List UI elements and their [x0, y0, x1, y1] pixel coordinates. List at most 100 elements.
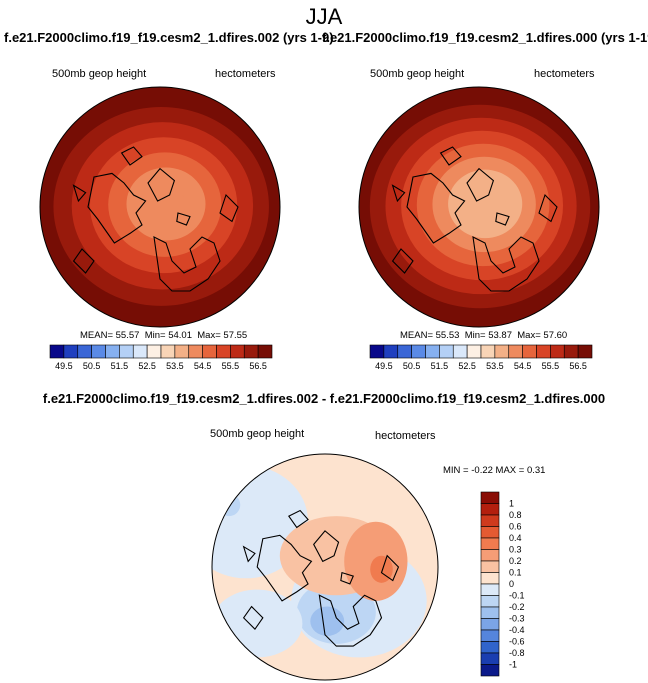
diff-coastline-7	[242, 545, 256, 563]
left-map-border	[39, 86, 281, 328]
left-colorbar-swatch-12	[216, 344, 231, 359]
right-colorbar-tick-label-1: 50.5	[403, 361, 421, 371]
right-coastline-1	[466, 167, 495, 202]
diff-colorbar-swatch-15	[480, 664, 500, 677]
right-colorbar-tick-label-3: 52.5	[458, 361, 476, 371]
diff-colorbar-tick-label-6: 0.1	[509, 568, 522, 578]
left-colorbar-tick-label-3: 52.5	[138, 361, 156, 371]
right-colorbar-swatch-12	[536, 344, 551, 359]
left-units-label: hectometers	[215, 68, 276, 80]
left-colorbar-swatch-2	[77, 344, 92, 359]
right-colorbar-swatch-3	[411, 344, 426, 359]
diff-stats: MIN = -0.22 MAX = 0.31	[443, 465, 545, 476]
left-colorbar-swatch-5	[119, 344, 134, 359]
diff-colorbar-swatch-2	[480, 514, 500, 527]
diff-max-value: 0.31	[526, 465, 546, 476]
left-colorbar-tick-label-5: 54.5	[194, 361, 212, 371]
left-colorbar-swatch-14	[243, 344, 259, 359]
difference-title: f.e21.F2000climo.f19_f19.cesm2_1.dfires.…	[42, 391, 606, 406]
diff-coastline-4	[380, 554, 400, 582]
left-stats: MEAN= 55.57 Min= 54.01 Max= 57.55	[80, 330, 247, 341]
diff-colorbar-tick-label-11: -0.4	[509, 625, 525, 635]
diff-coastline-2	[288, 509, 309, 529]
diff-coastlines	[242, 509, 400, 647]
left-coastline-3	[153, 236, 221, 292]
diff-min-value: -0.22	[471, 465, 493, 476]
diff-blob-3	[310, 606, 345, 636]
right-mean-value: 55.53	[435, 330, 460, 341]
left-colorbar-swatch-10	[188, 344, 203, 359]
diff-blob-8	[212, 589, 303, 658]
right-coastline-5	[391, 248, 414, 274]
right-coastline-7	[391, 184, 406, 203]
diff-units-label: hectometers	[375, 430, 436, 442]
diff-colorbar-swatch-14	[480, 652, 500, 665]
left-field	[40, 87, 280, 327]
right-colorbar-swatch-6	[452, 344, 468, 359]
left-colorbar-swatch-7	[146, 344, 162, 359]
right-colorbar-swatch-5	[439, 344, 454, 359]
left-coastline-2	[120, 146, 143, 166]
left-mean-label: MEAN=	[80, 330, 113, 341]
right-colorbar-swatch-9	[494, 344, 510, 359]
left-colorbar-swatch-3	[91, 344, 106, 359]
diff-colorbar-swatch-1	[480, 503, 500, 516]
diff-colorbar-tick-label-3: 0.4	[509, 533, 522, 543]
right-polar-map	[358, 86, 600, 328]
right-coastline-0	[406, 172, 466, 244]
right-coastline-4	[538, 193, 558, 223]
right-panel-title: f.e21.F2000climo.f19_f19.cesm2_1.dfires.…	[322, 30, 648, 45]
diff-colorbar-swatch-9	[480, 595, 500, 608]
left-coastline-6	[176, 212, 191, 226]
diff-colorbar-swatch-11	[480, 618, 500, 631]
diff-colorbar-swatch-8	[480, 583, 500, 596]
diff-colorbar-tick-label-1: 0.8	[509, 510, 522, 520]
left-max-label: Max=	[197, 330, 221, 341]
diff-min-label: MIN =	[443, 465, 469, 476]
left-coastline-5	[72, 248, 95, 274]
diff-max-label: MAX =	[495, 465, 525, 476]
diff-colorbar-swatch-10	[480, 606, 500, 619]
left-coastline-7	[72, 184, 87, 203]
right-colorbar-tick-label-5: 54.5	[514, 361, 532, 371]
left-colorbar-tick-label-7: 56.5	[249, 361, 267, 371]
right-stats: MEAN= 55.53 Min= 53.87 Max= 57.60	[400, 330, 567, 341]
right-coastline-2	[439, 146, 462, 166]
right-colorbar-swatch-14	[563, 344, 579, 359]
difference-colorbar: 10.8 0.60.4 0.30.2 0.10 -0.1-0.2 -0.3-0.4 -0.6…	[480, 491, 525, 677]
diff-colorbar-swatch-13	[480, 641, 500, 654]
left-min-label: Min=	[144, 330, 166, 341]
diff-colorbar-tick-label-7: 0	[509, 579, 514, 589]
left-colorbar-swatch-0	[49, 344, 65, 359]
diff-colorbar-swatch-0	[480, 491, 500, 504]
diff-coastline-1	[313, 530, 340, 563]
right-colorbar-swatch-7	[466, 344, 482, 359]
diff-colorbar-swatch-6	[480, 560, 500, 573]
left-coastlines	[72, 146, 239, 292]
diff-coastline-6	[340, 571, 354, 585]
left-colorbar-tick-label-0: 49.5	[55, 361, 73, 371]
right-colorbar-tick-label-2: 51.5	[431, 361, 449, 371]
left-mean-value: 55.57	[115, 330, 140, 341]
right-units-label: hectometers	[534, 68, 595, 80]
right-coastline-3	[472, 236, 540, 292]
left-panel-title: f.e21.F2000climo.f19_f19.cesm2_1.dfires.…	[4, 30, 334, 45]
diff-colorbar-tick-label-2: 0.6	[509, 522, 522, 532]
diff-colorbar-tick-label-10: -0.3	[509, 614, 525, 624]
left-variable-label: 500mb geop height	[52, 68, 147, 80]
right-coastline-6	[495, 212, 510, 226]
right-colorbar-tick-label-7: 56.5	[569, 361, 587, 371]
right-min-value: 53.87	[488, 330, 512, 341]
diff-field	[212, 454, 438, 680]
diff-colorbar-swatch-7	[480, 572, 500, 585]
left-colorbar-tick-label-6: 55.5	[222, 361, 240, 371]
left-colorbar-swatch-8	[160, 344, 176, 359]
diff-colorbar-tick-label-9: -0.2	[509, 602, 525, 612]
right-variable-label: 500mb geop height	[370, 68, 465, 80]
left-colorbar-swatch-11	[202, 344, 217, 359]
left-coastline-4	[219, 193, 239, 223]
right-colorbar-tick-label-6: 55.5	[542, 361, 560, 371]
right-colorbar-swatch-4	[425, 344, 440, 359]
right-colorbar-swatch-8	[480, 344, 496, 359]
